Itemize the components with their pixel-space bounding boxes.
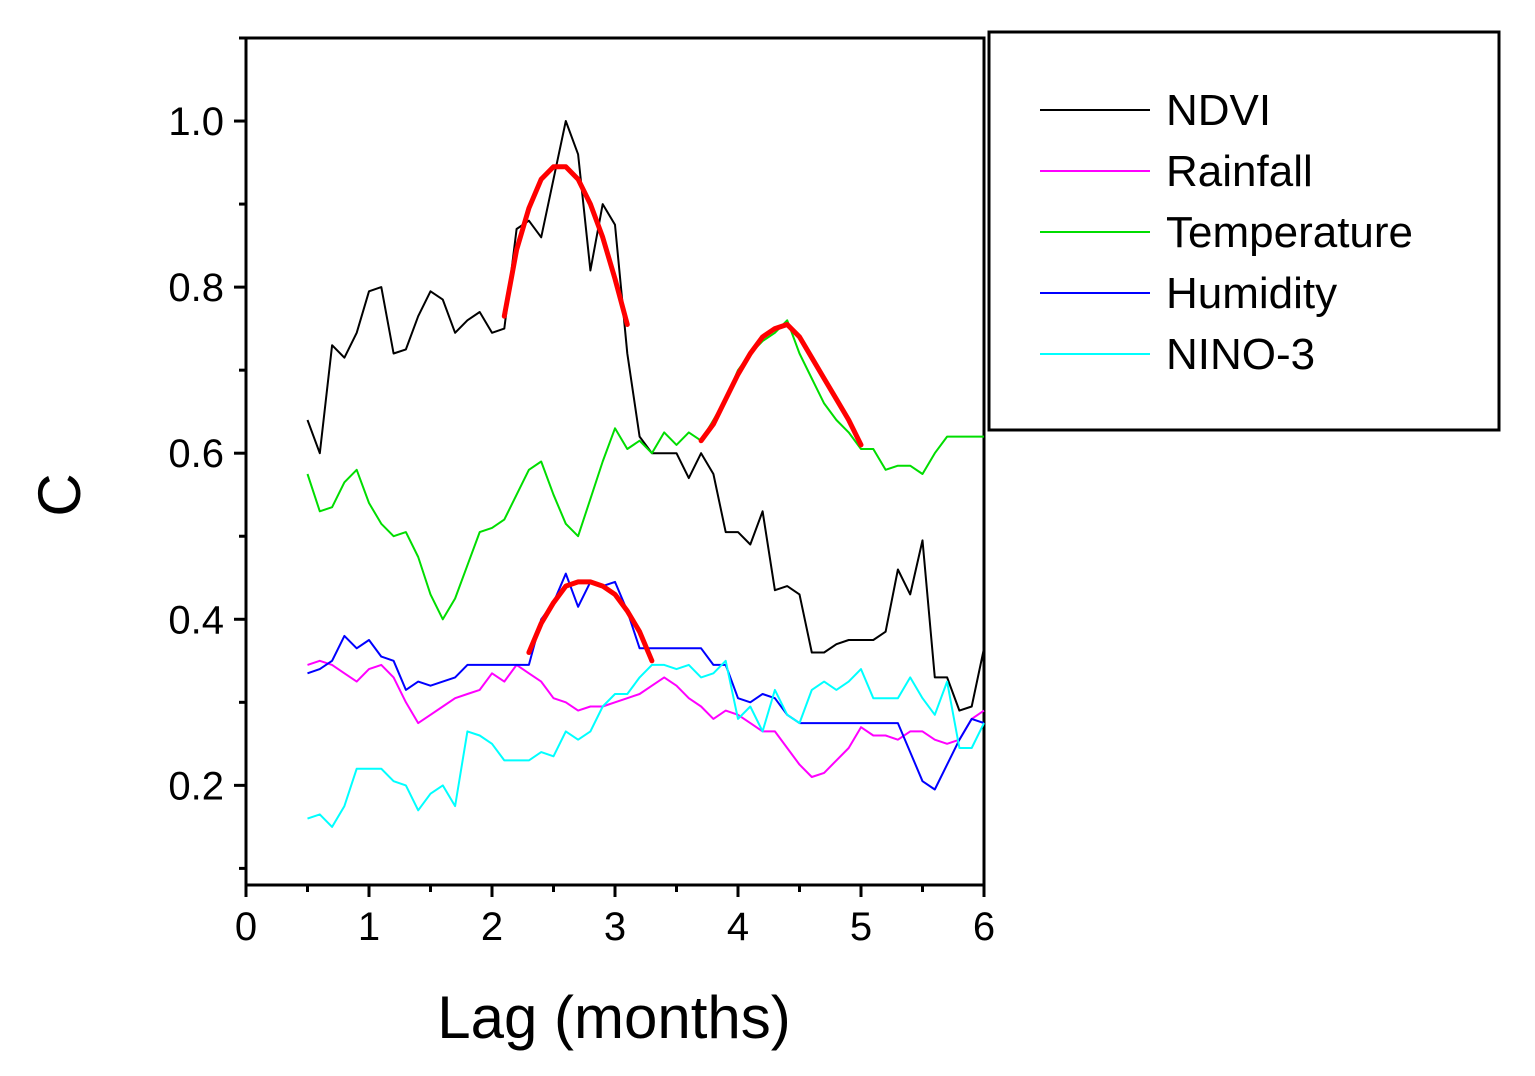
x-axis-title: Lag (months)	[437, 984, 791, 1051]
series-line-nino-3	[307, 659, 985, 828]
legend-label-temperature: Temperature	[1166, 208, 1413, 257]
y-tick-label: 0.2	[168, 764, 224, 808]
legend-label-rainfall: Rainfall	[1166, 147, 1313, 196]
x-tick-label: 1	[358, 905, 380, 949]
series-line-ndvi	[306, 120, 985, 712]
series-layer	[306, 120, 985, 828]
legend-label-nino-3: NINO-3	[1166, 330, 1315, 379]
x-tick-label: 0	[235, 905, 257, 949]
series-line-temperature	[306, 319, 984, 621]
x-tick-label: 2	[481, 905, 503, 949]
fitted-curve-1	[501, 164, 630, 327]
ticks-layer: 0 1 2 3 4 5 6 0.2 0.4 0.6 0.8 1.0	[168, 36, 995, 949]
y-tick-label: 0.8	[168, 266, 224, 310]
plot-border	[244, 36, 986, 887]
y-tick-label: 0.4	[168, 598, 224, 642]
series-line-humidity	[307, 572, 985, 791]
x-tick-label: 6	[973, 905, 995, 949]
x-tick-label: 4	[727, 905, 749, 949]
y-tick-label: 0.6	[168, 432, 224, 476]
y-axis-title: C	[26, 473, 93, 516]
y-tick-label: 1.0	[168, 100, 224, 144]
legend-label-humidity: Humidity	[1166, 269, 1337, 318]
x-tick-label: 5	[850, 905, 872, 949]
x-tick-label: 3	[604, 905, 626, 949]
fitted-curve-2	[698, 322, 864, 448]
series-line-rainfall	[307, 659, 985, 778]
legend-label-ndvi: NDVI	[1166, 86, 1271, 135]
fitted-curves-layer	[501, 164, 864, 664]
plot-frame	[244, 36, 986, 887]
fitted-curve-3	[526, 579, 655, 664]
legend: NDVI Rainfall Temperature Humidity NINO-3	[987, 30, 1501, 432]
